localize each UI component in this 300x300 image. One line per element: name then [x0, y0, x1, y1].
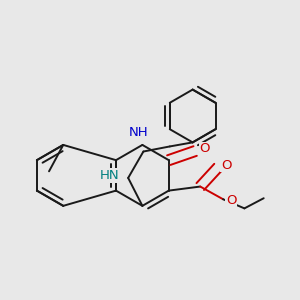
Text: O: O [221, 159, 232, 172]
Text: O: O [226, 194, 237, 207]
Text: O: O [199, 142, 210, 155]
Text: NH: NH [128, 126, 148, 139]
Text: HN: HN [99, 169, 119, 182]
